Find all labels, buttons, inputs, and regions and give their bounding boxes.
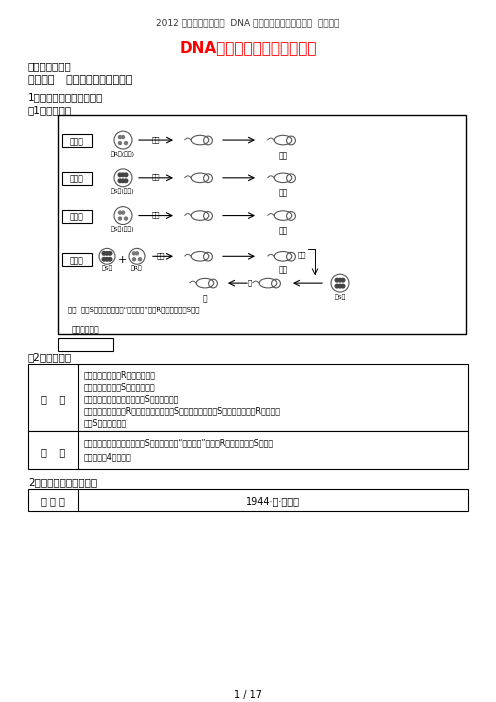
Text: 第三组结果说明：加热杀死的S型细菌已失活: 第三组结果说明：加热杀死的S型细菌已失活 xyxy=(84,395,180,404)
Text: （1）实验过程: （1）实验过程 xyxy=(28,105,72,115)
Text: 第四组实验中，已加热杀死的S型细菌内含有“转化因子”，促使R型细菌转化为S型细菌: 第四组实验中，已加热杀死的S型细菌内含有“转化因子”，促使R型细菌转化为S型细菌 xyxy=(84,438,274,447)
Circle shape xyxy=(118,179,122,183)
Text: 注射: 注射 xyxy=(152,174,160,180)
Text: 1．格里菲思体内转化实验: 1．格里菲思体内转化实验 xyxy=(28,93,103,102)
Circle shape xyxy=(102,258,106,261)
Text: 化为S型细菌的物质: 化为S型细菌的物质 xyxy=(84,418,127,428)
Text: 格里菲思实验: 格里菲思实验 xyxy=(71,326,99,335)
Text: 第一组: 第一组 xyxy=(70,137,84,146)
Text: （2）实验结论: （2）实验结论 xyxy=(28,352,72,362)
Text: 注射: 注射 xyxy=(152,136,160,143)
Circle shape xyxy=(132,258,135,260)
Text: 第二组: 第二组 xyxy=(70,175,84,184)
Circle shape xyxy=(338,279,342,282)
Circle shape xyxy=(341,279,345,282)
Circle shape xyxy=(124,217,127,220)
Bar xyxy=(62,253,92,266)
Bar xyxy=(28,489,468,510)
Text: 死: 死 xyxy=(203,294,207,303)
Text: （主要通过4组证明）: （主要通过4组证明） xyxy=(84,452,132,461)
Bar xyxy=(58,338,113,351)
Circle shape xyxy=(335,279,339,282)
Text: 注射: 注射 xyxy=(157,252,165,259)
Text: 2．艾弗里体外转化实验: 2．艾弗里体外转化实验 xyxy=(28,477,97,487)
Circle shape xyxy=(124,142,127,145)
Text: 死亡: 死亡 xyxy=(278,189,288,198)
Text: 歿S型(加热): 歿S型(加热) xyxy=(111,227,135,232)
Bar xyxy=(62,172,92,185)
Circle shape xyxy=(341,284,345,288)
Text: 1944·美·艾弗里: 1944·美·艾弗里 xyxy=(246,496,300,505)
Text: 【重难点突破】: 【重难点突破】 xyxy=(28,62,72,72)
Bar xyxy=(28,431,468,469)
Circle shape xyxy=(119,211,122,214)
Circle shape xyxy=(124,179,128,183)
Text: +: + xyxy=(118,256,126,265)
Circle shape xyxy=(338,284,342,288)
Text: 结    论: 结 论 xyxy=(41,447,65,457)
Text: DNA是主要的遗传物质导学案: DNA是主要的遗传物质导学案 xyxy=(179,40,317,55)
Text: 活R型: 活R型 xyxy=(131,265,143,271)
Text: 活S型(有毒): 活S型(有毒) xyxy=(111,189,135,194)
Text: 结论  在歿S细菌中存在某种“转化因子”，使R型细菌转化成S细菌: 结论 在歿S细菌中存在某种“转化因子”，使R型细菌转化成S细菌 xyxy=(68,306,199,312)
Text: 第一组结果说明：R型细菌无毒性: 第一组结果说明：R型细菌无毒性 xyxy=(84,371,156,380)
Circle shape xyxy=(119,135,122,138)
Text: 第三组: 第三组 xyxy=(70,213,84,222)
Circle shape xyxy=(138,258,141,260)
Circle shape xyxy=(121,173,125,177)
Text: 分离: 分离 xyxy=(298,251,307,258)
Text: 第二组结果说明：S型细菌有毒性: 第二组结果说明：S型细菌有毒性 xyxy=(84,383,156,392)
Text: 注: 注 xyxy=(248,279,252,286)
Circle shape xyxy=(121,179,125,183)
Circle shape xyxy=(102,251,106,255)
Bar xyxy=(58,115,466,333)
Circle shape xyxy=(119,217,122,220)
Text: 死亡: 死亡 xyxy=(278,265,288,274)
Text: 注射: 注射 xyxy=(152,211,160,218)
Text: 活S型: 活S型 xyxy=(334,294,346,300)
Circle shape xyxy=(122,211,124,214)
Bar xyxy=(62,210,92,223)
Circle shape xyxy=(118,173,122,177)
Circle shape xyxy=(119,142,122,145)
Text: 分    析: 分 析 xyxy=(41,395,65,404)
Circle shape xyxy=(122,135,124,138)
Text: 重难点一   肺炎双球菌的转化实验: 重难点一 肺炎双球菌的转化实验 xyxy=(28,76,132,86)
Circle shape xyxy=(132,252,135,255)
Circle shape xyxy=(124,173,128,177)
Bar xyxy=(28,364,468,431)
Bar xyxy=(62,134,92,147)
Text: 歿S型: 歿S型 xyxy=(101,265,113,271)
Text: 1 / 17: 1 / 17 xyxy=(234,691,262,701)
Circle shape xyxy=(108,251,112,255)
Circle shape xyxy=(135,252,138,255)
Text: 活R型(无毒): 活R型(无毒) xyxy=(111,151,135,157)
Circle shape xyxy=(335,284,339,288)
Text: 2012 高三生物一轮复习  DNA 是主要的遗传物质导学案  新人教版: 2012 高三生物一轮复习 DNA 是主要的遗传物质导学案 新人教版 xyxy=(156,18,340,27)
Circle shape xyxy=(108,258,112,261)
Circle shape xyxy=(105,251,109,255)
Text: 第四组: 第四组 xyxy=(70,256,84,265)
Circle shape xyxy=(105,258,109,261)
Text: 研 究 人: 研 究 人 xyxy=(41,496,65,505)
Text: 健康: 健康 xyxy=(278,151,288,160)
Text: 第四组结果证明：有R型无毒细菌已转化为S型有毒细菌，说明S型细菌内含有使R型细菌转: 第四组结果证明：有R型无毒细菌已转化为S型有毒细菌，说明S型细菌内含有使R型细菌… xyxy=(84,406,281,416)
Text: 健康: 健康 xyxy=(278,227,288,235)
